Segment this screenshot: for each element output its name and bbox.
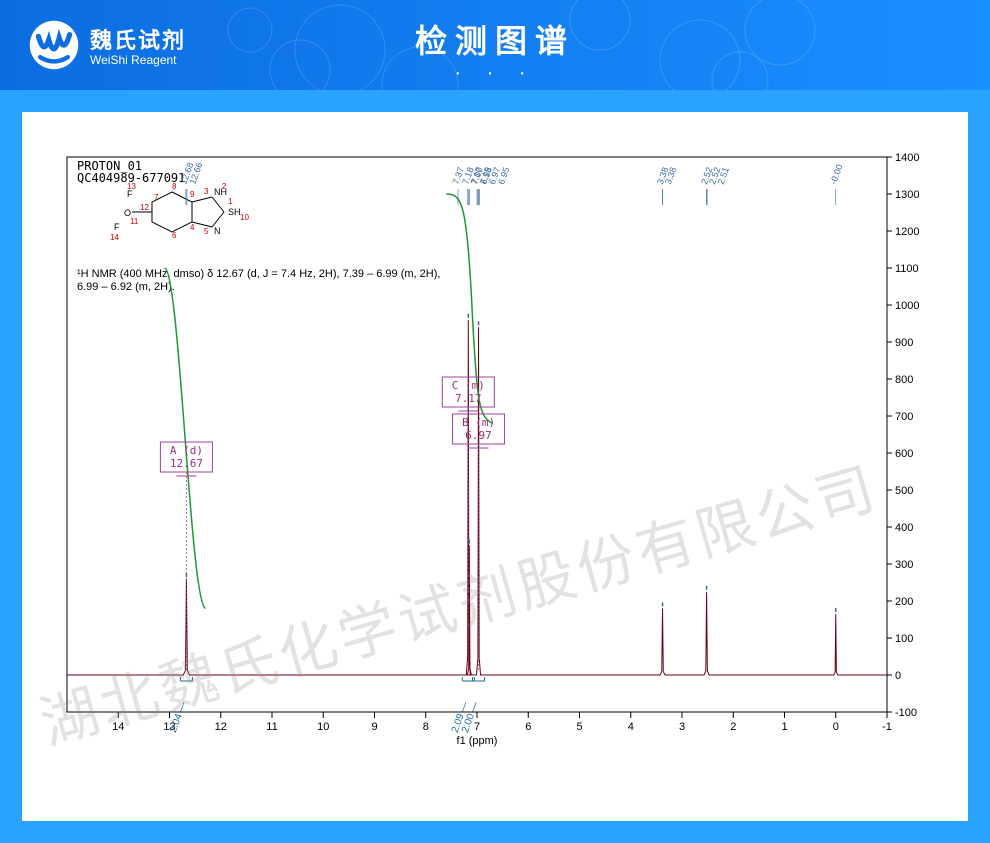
svg-text:100: 100 — [895, 633, 913, 645]
svg-text:10: 10 — [317, 721, 329, 733]
svg-text:6.99 – 6.92 (m, 2H).: 6.99 – 6.92 (m, 2H). — [77, 281, 175, 293]
svg-text:-100: -100 — [895, 707, 917, 719]
svg-text:6: 6 — [172, 231, 177, 240]
svg-text:1200: 1200 — [895, 226, 919, 238]
svg-text:400: 400 — [895, 522, 913, 534]
svg-text:2: 2 — [730, 721, 736, 733]
svg-text:5: 5 — [576, 721, 582, 733]
svg-text:3: 3 — [679, 721, 685, 733]
svg-text:5: 5 — [204, 227, 209, 236]
svg-text:B (m): B (m) — [462, 416, 495, 429]
svg-text:0: 0 — [833, 721, 839, 733]
svg-text:A (d): A (d) — [170, 444, 203, 457]
svg-text:3: 3 — [204, 187, 209, 196]
svg-text:7: 7 — [154, 193, 159, 202]
svg-text:1000: 1000 — [895, 300, 919, 312]
svg-text:11: 11 — [130, 217, 139, 226]
svg-text:300: 300 — [895, 559, 913, 571]
svg-text:7.17: 7.17 — [455, 392, 482, 405]
svg-text:600: 600 — [895, 448, 913, 460]
svg-text:¹H NMR (400 MHz, dmso) δ 12.67: ¹H NMR (400 MHz, dmso) δ 12.67 (d, J = 7… — [77, 268, 440, 280]
logo-en-text: WeiShi Reagent — [90, 53, 186, 67]
svg-text:f1 (ppm): f1 (ppm) — [457, 735, 498, 747]
svg-text:8: 8 — [423, 721, 429, 733]
svg-text:7: 7 — [474, 721, 480, 733]
brand-logo: 魏氏试剂 WeiShi Reagent — [28, 19, 186, 71]
svg-text:14: 14 — [110, 233, 119, 242]
svg-text:11: 11 — [266, 721, 277, 733]
svg-text:1: 1 — [228, 197, 233, 206]
page-header: 魏氏试剂 WeiShi Reagent 检测图谱 · · · — [0, 0, 990, 90]
svg-text:14: 14 — [112, 721, 124, 733]
svg-text:10: 10 — [240, 213, 249, 222]
svg-text:13: 13 — [127, 182, 136, 191]
svg-text:2: 2 — [222, 182, 227, 191]
spectrum-paper: 湖北魏氏化学试剂股份有限公司 14131211109876543210-1f1 … — [22, 112, 968, 821]
logo-cn-text: 魏氏试剂 — [90, 23, 186, 55]
svg-text:N: N — [214, 226, 221, 236]
nmr-spectrum-chart: 14131211109876543210-1f1 (ppm)-100010020… — [62, 152, 942, 762]
svg-text:6.97: 6.97 — [465, 429, 492, 442]
svg-text:12: 12 — [215, 721, 227, 733]
svg-text:800: 800 — [895, 374, 913, 386]
svg-text:C (m): C (m) — [452, 379, 485, 392]
svg-text:1400: 1400 — [895, 152, 919, 164]
svg-text:200: 200 — [895, 596, 913, 608]
svg-text:4: 4 — [628, 721, 634, 733]
svg-text:4: 4 — [190, 223, 195, 232]
svg-text:F: F — [114, 222, 120, 232]
svg-text:12.67: 12.67 — [170, 457, 203, 470]
svg-text:0: 0 — [895, 670, 901, 682]
svg-text:SH: SH — [228, 207, 241, 217]
svg-text:-0.00: -0.00 — [828, 163, 844, 186]
svg-text:-1: -1 — [882, 721, 892, 733]
svg-text:12: 12 — [140, 203, 149, 212]
svg-text:900: 900 — [895, 337, 913, 349]
svg-text:1: 1 — [781, 721, 787, 733]
svg-text:2.04 —: 2.04 — — [168, 700, 189, 734]
svg-text:9: 9 — [371, 721, 377, 733]
svg-text:1100: 1100 — [895, 263, 919, 275]
svg-text:8: 8 — [172, 182, 177, 191]
svg-text:1300: 1300 — [895, 189, 919, 201]
svg-text:9: 9 — [190, 190, 195, 199]
svg-text:6: 6 — [525, 721, 531, 733]
content-area: 湖北魏氏化学试剂股份有限公司 14131211109876543210-1f1 … — [0, 90, 990, 843]
svg-text:500: 500 — [895, 485, 913, 497]
logo-icon — [28, 19, 80, 71]
svg-text:700: 700 — [895, 411, 913, 423]
